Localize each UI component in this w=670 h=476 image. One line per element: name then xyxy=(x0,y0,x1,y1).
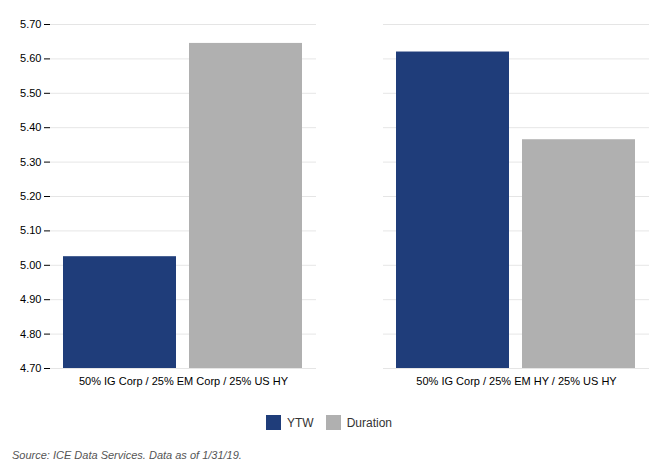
svg-text:5.30: 5.30 xyxy=(20,156,41,168)
html-text:YTW: YTW xyxy=(287,415,314,430)
html-text:Duration: Duration xyxy=(346,415,392,430)
svg-text:5.10: 5.10 xyxy=(20,224,41,236)
html-text:Source: ICE Data Services. Dat: Source: ICE Data Services. Data as of 1/… xyxy=(12,449,242,461)
svg-text:5.50: 5.50 xyxy=(20,87,41,99)
svg-text:4.90: 4.90 xyxy=(20,293,41,305)
svg-text:5.60: 5.60 xyxy=(20,52,41,64)
svg-text:5.20: 5.20 xyxy=(20,190,41,202)
svg-text:4.80: 4.80 xyxy=(20,328,41,340)
svg-text:50% IG Corp / 25% EM HY / 25%: 50% IG Corp / 25% EM HY / 25% US HY xyxy=(416,375,617,387)
svg-text:5.70: 5.70 xyxy=(20,18,41,30)
svg-text:50% IG Corp / 25% EM Corp / 25: 50% IG Corp / 25% EM Corp / 25% US HY xyxy=(79,375,289,387)
svg-text:5.00: 5.00 xyxy=(20,259,41,271)
svg-text:4.70: 4.70 xyxy=(20,362,41,374)
svg-text:5.40: 5.40 xyxy=(20,121,41,133)
